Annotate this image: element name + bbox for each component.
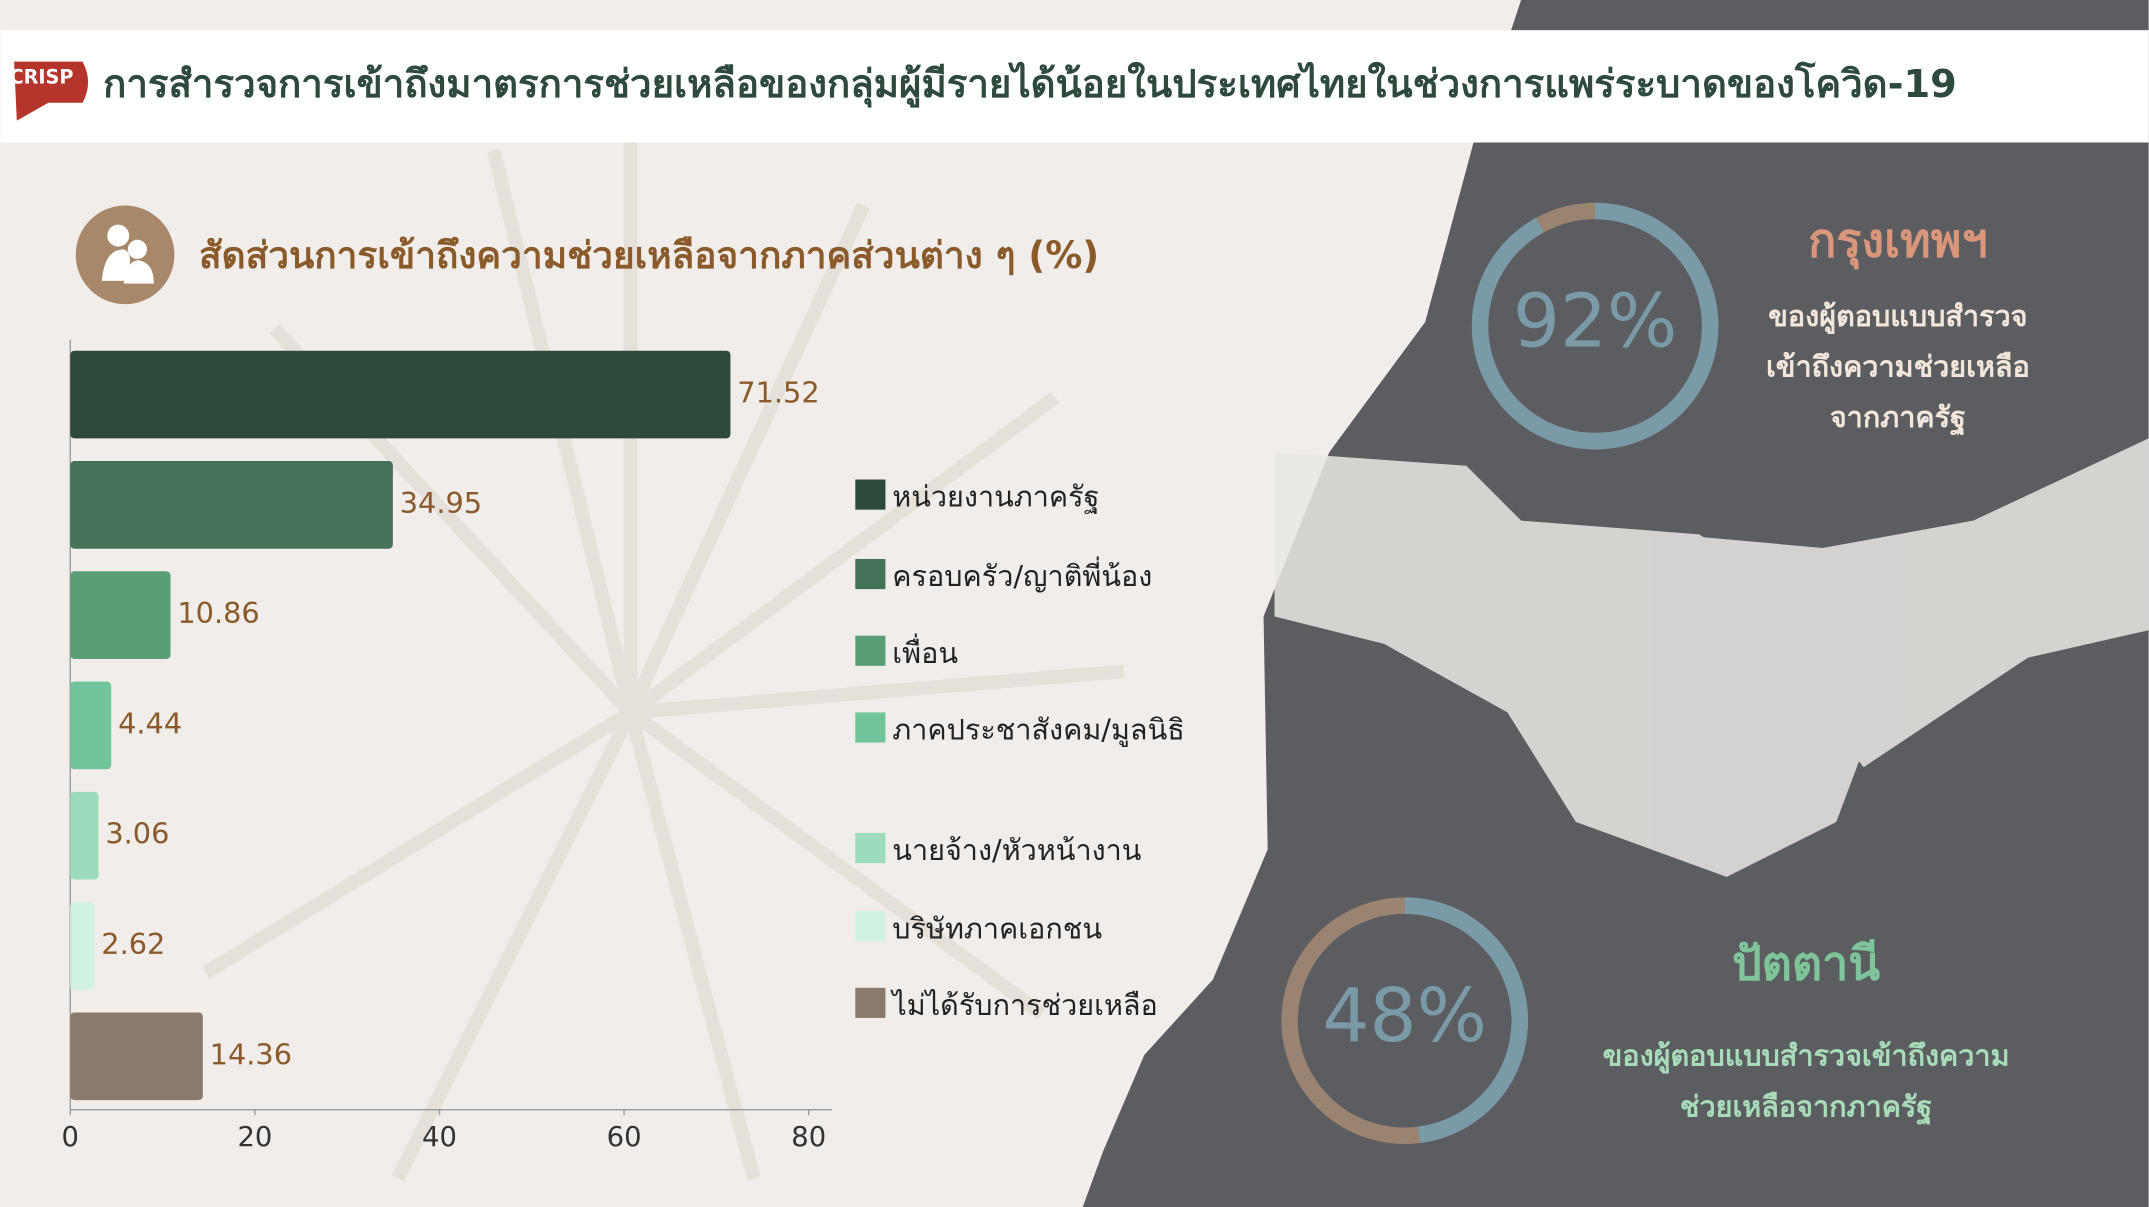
stat-description: ของผู้ตอบแบบสำรวจเข้าถึงความ — [1603, 1039, 2010, 1074]
value-label: 34.95 — [400, 486, 482, 520]
legend-swatch — [855, 987, 886, 1018]
legend-label: หน่วยงานภาครัฐ — [892, 480, 1099, 514]
bar — [70, 571, 171, 659]
donut-arc — [1281, 897, 1528, 1144]
legend-swatch — [855, 712, 886, 743]
stat-city: ปัตตานี — [1732, 937, 1880, 991]
stat-city: กรุงเทพฯ — [1808, 213, 1987, 269]
legend-swatch — [855, 635, 886, 666]
stat-description: เข้าถึงความช่วยเหลือ — [1766, 350, 2030, 384]
bar — [70, 681, 112, 770]
bar — [70, 902, 95, 990]
donut-label: 92% — [1513, 279, 1677, 365]
value-label: 71.52 — [737, 376, 819, 410]
people-icon — [101, 224, 154, 284]
page-title: การสำรวจการเข้าถึงมาตรการช่วยเหลือของกลุ… — [103, 61, 1957, 108]
legend-swatch — [855, 558, 886, 590]
logo: CRISP — [10, 66, 74, 89]
stat-description: จากภาครัฐ — [1830, 400, 1966, 436]
value-label: 4.44 — [118, 706, 182, 740]
legend-label: บริษัทภาคเอกชน — [892, 911, 1102, 945]
logo-shape — [14, 61, 89, 121]
legend-swatch — [855, 479, 886, 510]
bar — [70, 1012, 203, 1101]
legend-label: นายจ้าง/หัวหน้างาน — [892, 833, 1141, 867]
bar — [70, 791, 99, 880]
x-tick-label: 80 — [791, 1122, 826, 1153]
x-tick-label: 60 — [607, 1122, 642, 1153]
legend-label: ไม่ได้รับการช่วยเหลือ — [890, 988, 1158, 1022]
legend-swatch — [855, 911, 886, 942]
legend-label: ภาคประชาสังคม/มูลนิธิ — [892, 713, 1185, 748]
x-tick-label: 40 — [422, 1122, 457, 1153]
legend-swatch — [855, 832, 886, 864]
x-tick-label: 0 — [62, 1122, 79, 1153]
bar — [70, 461, 393, 549]
donut-arc — [1471, 202, 1719, 450]
handshake-illustration — [1274, 438, 2149, 877]
value-label: 14.36 — [210, 1037, 292, 1071]
chart-title: สัดส่วนการเข้าถึงความช่วยเหลือจากภาคส่วน… — [199, 234, 1099, 277]
value-label: 3.06 — [105, 817, 169, 851]
donut-label: 48% — [1322, 973, 1486, 1059]
legend-label: เพื่อน — [892, 633, 958, 670]
value-label: 2.62 — [101, 927, 165, 961]
value-label: 10.86 — [177, 596, 259, 630]
stat-description: ช่วยเหลือจากภาครัฐ — [1680, 1089, 1932, 1125]
legend-label: ครอบครัว/ญาติพี่น้อง — [892, 556, 1152, 593]
title-bar — [0, 30, 2149, 143]
bar — [70, 350, 731, 439]
stat-description: ของผู้ตอบแบบสำรวจ — [1768, 299, 2027, 334]
x-tick-label: 20 — [237, 1122, 272, 1153]
